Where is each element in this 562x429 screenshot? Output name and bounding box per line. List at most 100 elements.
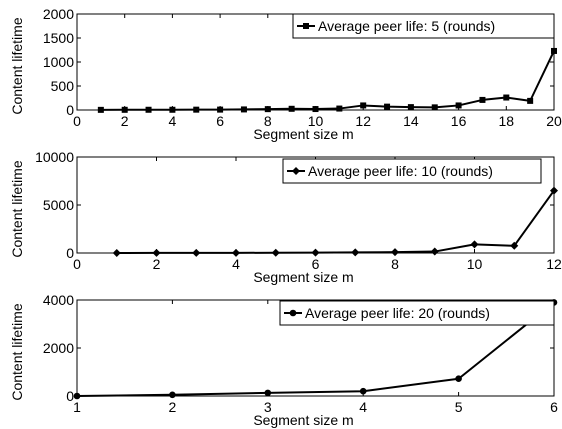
x-axis-label: Segment size m [253,269,353,285]
subplot-3: 1 2 3 4 5 6 0 2000 4000 Segment size m Content lif… [9,292,558,428]
data-point [503,94,510,101]
subplot-2: 0 2 4 6 8 10 12 0 5000 10000 Segment size m Content… [9,149,562,285]
data-point [264,106,271,113]
data-point [288,105,295,112]
series-path [100,50,555,111]
series-line [73,299,558,400]
x-tick-label: 6 [550,399,558,415]
x-tick-label: 14 [403,113,419,129]
y-tick-label: 2000 [43,6,74,22]
data-point [550,186,558,195]
legend-label: Average peer life: 5 (rounds) [318,18,495,34]
data-point [311,248,320,257]
data-point [121,106,128,113]
legend: Average peer life: 20 (rounds) [279,300,555,326]
y-tick-label: 1500 [43,30,74,46]
x-tick-label: 2 [169,399,177,415]
y-tick-label: 0 [66,388,74,404]
data-point [336,105,343,112]
subplot-1: 0 2 4 6 8 10 12 14 16 18 20 0 500 1000 1500 2000 Segment… [9,6,562,142]
data-point [455,375,462,383]
y-tick-label: 0 [66,102,74,118]
x-tick-label: 6 [216,113,224,129]
data-point [232,248,240,257]
y-tick-label: 10000 [35,149,74,165]
data-point [193,106,200,113]
legend-box [292,13,555,39]
data-point [431,104,438,111]
data-point [240,106,247,113]
x-tick-label: 4 [169,113,177,129]
y-tick-label: 2000 [43,340,74,356]
data-point [271,248,280,257]
data-point [551,47,557,54]
legend-marker [303,23,309,29]
legend-marker [292,167,300,175]
x-tick-label: 0 [73,113,81,129]
x-tick-label: 10 [308,113,324,129]
data-point [217,106,224,113]
legend-label: Average peer life: 20 (rounds) [305,305,490,321]
y-tick-label: 4000 [43,292,74,308]
data-point [97,106,104,113]
x-tick-label: 1 [73,399,81,415]
x-tick-label: 18 [499,113,515,129]
legend-label: Average peer life: 10 (rounds) [308,163,493,179]
legend-box [279,300,555,326]
legend-box [282,158,542,184]
x-tick-label: 8 [391,256,399,272]
y-axis-label: Content lifetime [9,160,25,257]
y-axis-label: Content lifetime [9,303,25,400]
data-point [384,103,391,110]
x-tick-label: 4 [359,399,367,415]
data-point [152,248,161,257]
y-tick-label: 5000 [43,197,74,213]
data-point [359,387,367,395]
data-point [169,391,176,399]
data-point [510,241,519,250]
series-path [116,190,555,254]
x-tick-label: 3 [264,399,272,415]
x-tick-label: 6 [312,256,320,272]
x-tick-label: 12 [546,256,562,272]
data-point [192,248,201,257]
y-tick-label: 500 [51,78,75,94]
y-axis-label: Content lifetime [9,17,25,114]
data-point [73,392,81,400]
legend: Average peer life: 5 (rounds) [292,13,555,39]
x-tick-label: 10 [467,256,483,272]
data-point [391,248,399,257]
series-line [97,47,557,113]
data-point [145,106,152,113]
x-tick-label: 20 [546,113,562,129]
x-tick-label: 2 [153,256,161,272]
data-point [112,248,121,257]
x-tick-label: 5 [455,399,463,415]
data-point [264,389,272,397]
x-tick-label: 8 [264,113,272,129]
data-point [312,106,319,113]
x-tick-label: 12 [355,113,371,129]
x-tick-label: 16 [451,113,467,129]
x-axis-label: Segment size m [253,126,353,142]
data-point [351,248,360,257]
y-tick-label: 1000 [43,54,74,70]
y-tick-label: 0 [66,245,74,261]
x-axis-label: Segment size m [253,412,353,428]
data-point [407,104,414,111]
legend-marker [289,309,297,317]
data-point [527,97,534,104]
x-tick-label: 0 [73,256,81,272]
series-line [112,186,558,257]
x-tick-label: 2 [121,113,129,129]
data-point [169,106,176,113]
data-point [479,96,486,103]
data-point [455,102,462,109]
data-point [360,102,367,109]
series-path [76,301,555,397]
legend: Average peer life: 10 (rounds) [282,158,542,184]
x-tick-label: 4 [232,256,240,272]
data-point [430,247,439,256]
data-point [470,240,479,249]
